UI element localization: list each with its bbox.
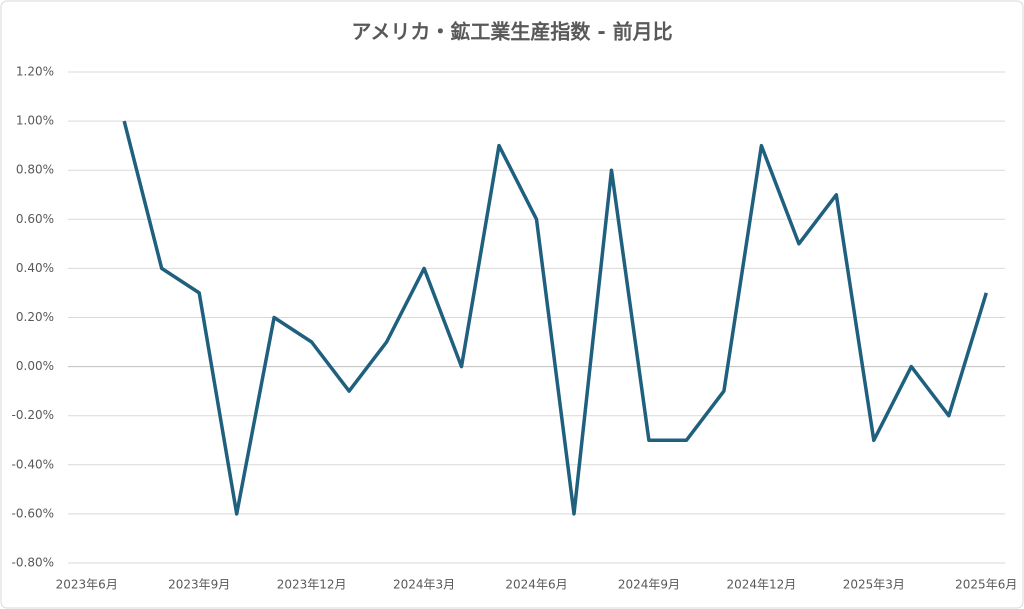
line-series xyxy=(122,120,988,516)
chart-title: アメリカ・鉱工業生産指数 - 前月比 xyxy=(351,20,672,44)
y-tick-label: 1.00% xyxy=(16,114,54,128)
x-tick-label: 2025年6月 xyxy=(955,578,1017,592)
y-tick-label: -0.60% xyxy=(12,506,54,520)
y-tick-label: 1.20% xyxy=(16,65,54,79)
y-tick-label: 0.80% xyxy=(16,163,54,177)
x-tick-label: 2023年6月 xyxy=(56,578,118,592)
y-tick-label: -0.40% xyxy=(12,457,54,471)
x-tick-label: 2023年12月 xyxy=(277,578,347,592)
x-tick-label: 2024年6月 xyxy=(505,578,567,592)
y-tick-label: 0.00% xyxy=(16,359,54,373)
x-tick-label: 2024年3月 xyxy=(393,578,455,592)
y-tick-label: 0.20% xyxy=(16,310,54,324)
y-tick-label: 0.40% xyxy=(16,261,54,275)
x-tick-label: 2024年12月 xyxy=(726,578,796,592)
x-tick-label: 2024年9月 xyxy=(618,578,680,592)
x-tick-label: 2023年9月 xyxy=(168,578,230,592)
y-tick-label: 0.60% xyxy=(16,212,54,226)
y-tick-label: -0.80% xyxy=(12,556,54,570)
x-tick-label: 2025年3月 xyxy=(843,578,905,592)
y-tick-label: -0.20% xyxy=(12,408,54,422)
